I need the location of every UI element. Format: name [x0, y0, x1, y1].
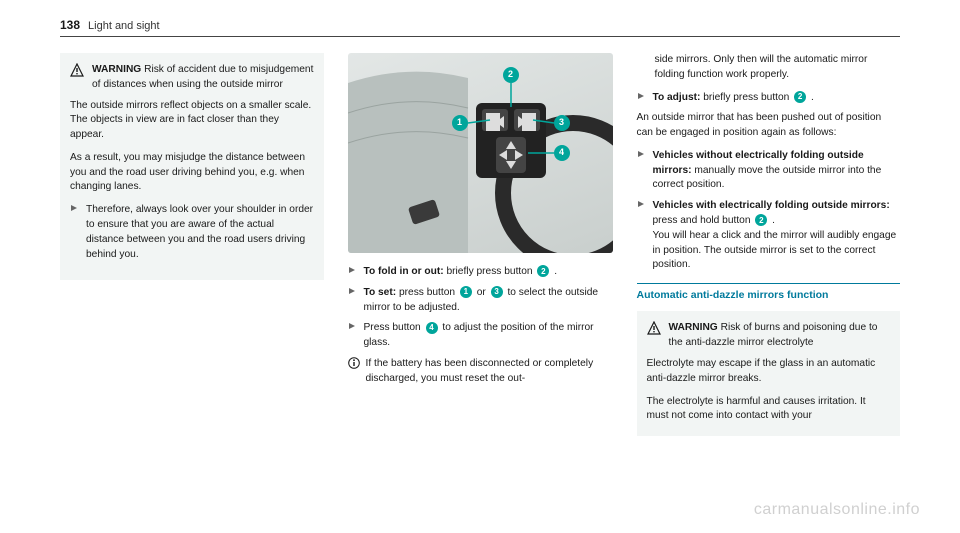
diagram-svg	[348, 53, 613, 253]
section-title: Light and sight	[88, 20, 160, 32]
warning-bullet: Therefore, always look over your shoulde…	[70, 203, 314, 262]
button-ref-4: 4	[426, 322, 438, 334]
step-with-end: .	[769, 215, 775, 226]
warning-head: WARNING Risk of accident due to misjudge…	[70, 63, 314, 93]
warning-box-electrolyte: WARNING Risk of burns and poisoning due …	[637, 311, 901, 436]
button-ref-2: 2	[537, 265, 549, 277]
step-press-a: Press button	[364, 322, 424, 333]
step-with-a: press and hold button	[653, 215, 754, 226]
bullet-marker	[70, 203, 80, 262]
warning-icon	[647, 321, 661, 351]
bullet-marker	[348, 265, 358, 280]
page-header: 138 Light and sight	[60, 18, 900, 37]
callout-2: 2	[503, 67, 519, 83]
step-adjust-end: .	[808, 92, 814, 103]
button-ref-2c: 2	[755, 214, 767, 226]
step-fold-end: .	[551, 266, 557, 277]
step-fold-text: To fold in or out: briefly press button …	[364, 265, 613, 280]
page: 138 Light and sight WARNING Risk of acci…	[0, 0, 960, 533]
bullet-marker	[637, 199, 647, 273]
warning-head-2-text: WARNING Risk of burns and poisoning due …	[669, 321, 891, 351]
info-icon	[348, 357, 360, 387]
warning-p2: As a result, you may misjudge the distan…	[70, 151, 314, 195]
column-3: side mirrors. Only then will the automat…	[637, 53, 901, 446]
columns: WARNING Risk of accident due to misjudge…	[60, 53, 900, 446]
warning-box-misjudgement: WARNING Risk of accident due to misjudge…	[60, 53, 324, 280]
step-without: Vehicles without electrically folding ou…	[637, 149, 901, 193]
warning-2-p1: Electrolyte may escape if the glass in a…	[647, 357, 891, 387]
warning-p1: The outside mirrors reflect objects on a…	[70, 99, 314, 143]
info-note: If the battery has been disconnected or …	[348, 357, 613, 387]
mirror-control-diagram: 1 2 3 4	[348, 53, 613, 253]
step-adjust-a: briefly press button	[700, 92, 792, 103]
step-without-text: Vehicles without electrically folding ou…	[653, 149, 901, 193]
step-set-a: press button	[396, 287, 458, 298]
bullet-marker	[348, 286, 358, 316]
warning-2-title: WARNING	[669, 322, 718, 333]
warning-bullet-text: Therefore, always look over your shoulde…	[86, 203, 314, 262]
warning-title: WARNING	[92, 64, 141, 75]
button-ref-2b: 2	[794, 91, 806, 103]
step-with: Vehicles with electrically folding outsi…	[637, 199, 901, 273]
warning-head-2: WARNING Risk of burns and poisoning due …	[647, 321, 891, 351]
column-2: 1 2 3 4 To fold in or out: briefly press…	[348, 53, 613, 446]
warning-2-p2: The electrolyte is harmful and causes ir…	[647, 395, 891, 425]
bullet-marker	[637, 149, 647, 193]
step-set: To set: press button 1 or 3 to select th…	[348, 286, 613, 316]
info-text: If the battery has been disconnected or …	[366, 357, 613, 387]
section-heading-antidazzle: Automatic anti-dazzle mirrors function	[637, 283, 901, 303]
warning-icon	[70, 63, 84, 93]
step-with-text: Vehicles with electrically folding outsi…	[653, 199, 901, 273]
cont-text: side mirrors. Only then will the automat…	[637, 53, 901, 83]
callout-1: 1	[452, 115, 468, 131]
step-with-prefix: Vehicles with electrically folding outsi…	[653, 200, 890, 211]
step-press-text: Press button 4 to adjust the position of…	[364, 321, 613, 351]
step-adjust-text: To adjust: briefly press button 2 .	[653, 91, 901, 106]
step-fold: To fold in or out: briefly press button …	[348, 265, 613, 280]
step-set-prefix: To set:	[364, 287, 397, 298]
step-adjust-prefix: To adjust:	[653, 92, 701, 103]
bullet-marker	[348, 321, 358, 351]
step-set-b: or	[474, 287, 489, 298]
button-ref-1: 1	[460, 286, 472, 298]
button-ref-3: 3	[491, 286, 503, 298]
step-fold-a: briefly press button	[444, 266, 536, 277]
step-set-text: To set: press button 1 or 3 to select th…	[364, 286, 613, 316]
para-after: An outside mirror that has been pushed o…	[637, 111, 901, 141]
step-fold-prefix: To fold in or out:	[364, 266, 444, 277]
callout-3: 3	[554, 115, 570, 131]
callout-4: 4	[554, 145, 570, 161]
step-with-p: You will hear a click and the mirror wil…	[653, 229, 901, 273]
step-adjust: To adjust: briefly press button 2 .	[637, 91, 901, 106]
step-press: Press button 4 to adjust the position of…	[348, 321, 613, 351]
watermark: carmanualsonline.info	[754, 501, 920, 519]
column-1: WARNING Risk of accident due to misjudge…	[60, 53, 324, 446]
bullet-marker	[637, 91, 647, 106]
page-number: 138	[60, 18, 80, 32]
warning-head-text: WARNING Risk of accident due to misjudge…	[92, 63, 314, 93]
